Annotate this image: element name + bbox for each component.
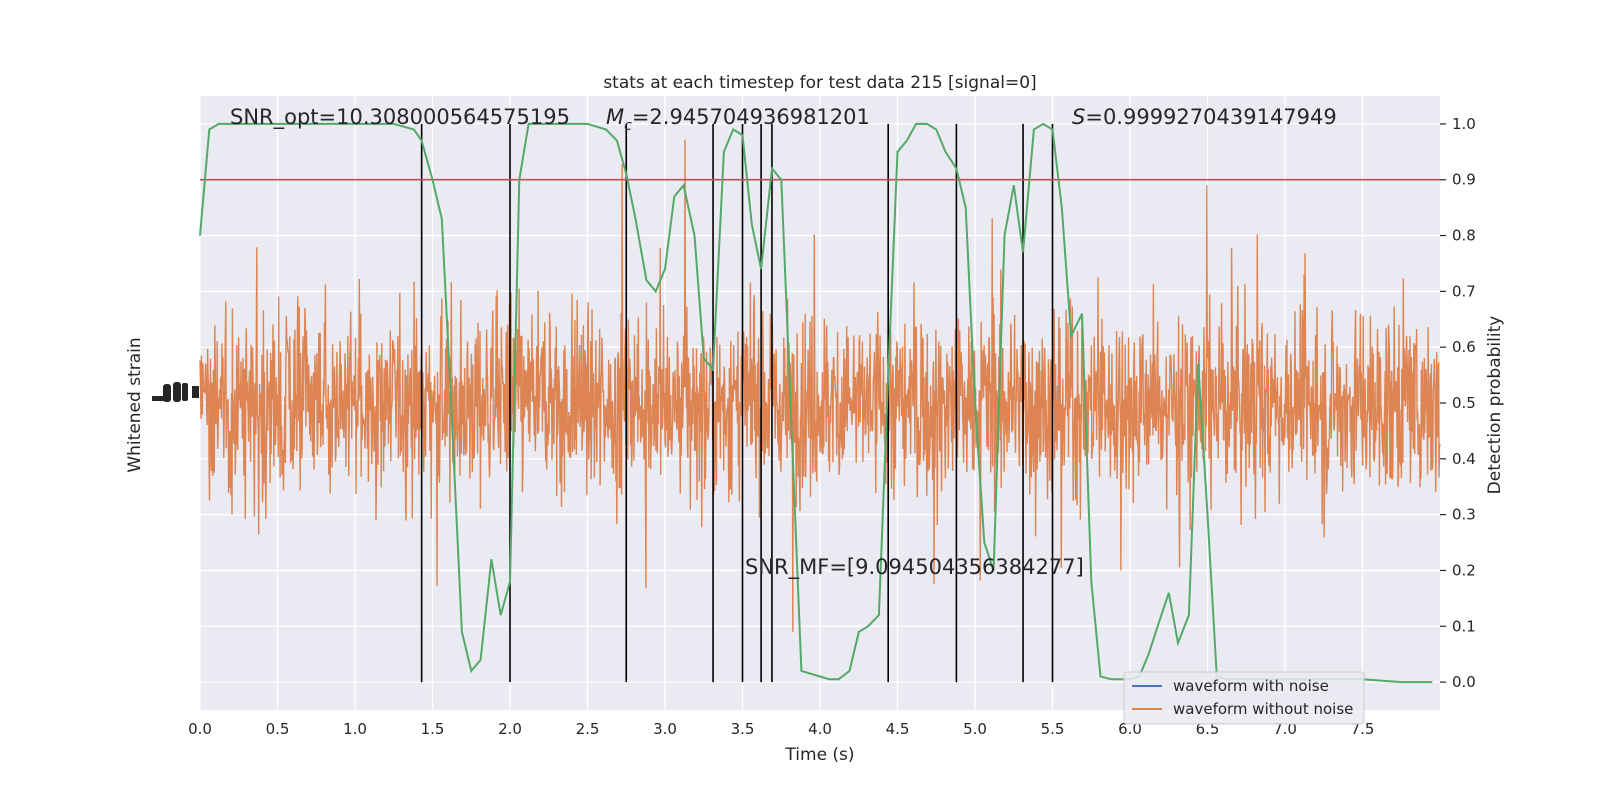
y-tick-label: 0.0 xyxy=(1452,673,1476,691)
chart-title: stats at each timestep for test data 215… xyxy=(603,73,1036,93)
x-tick-label: 0.5 xyxy=(266,720,290,738)
vertical-markers xyxy=(420,123,1054,683)
y-tick-label: 0.5 xyxy=(1452,394,1476,412)
legend-label-without-noise: waveform without noise xyxy=(1173,700,1353,718)
y-tick-label: 0.4 xyxy=(1452,450,1476,468)
x-tick-label: 2.0 xyxy=(498,720,522,738)
x-tick-label: 3.5 xyxy=(731,720,755,738)
x-tick-label: 3.0 xyxy=(653,720,677,738)
y-axis-label-right: Detection probability xyxy=(1485,316,1505,495)
x-tick-label: 4.0 xyxy=(808,720,832,738)
x-tick-label: 2.5 xyxy=(576,720,600,738)
x-tick-label: 1.5 xyxy=(421,720,445,738)
x-tick-label: 4.5 xyxy=(886,720,910,738)
y-axis-label-left: Whitened strain xyxy=(125,337,145,472)
left-axis-glyphs xyxy=(152,382,199,402)
y-tick-label: 0.8 xyxy=(1452,227,1476,245)
y-axis-ticks-right: 0.0 0.1 0.2 0.3 0.4 0.5 0.6 0.7 0.8 0.9 1.0 xyxy=(1440,115,1476,691)
y-tick-label: 1.0 xyxy=(1452,115,1476,133)
strain-trace xyxy=(199,139,1441,632)
x-tick-label: 1.0 xyxy=(343,720,367,738)
y-tick-label: 0.1 xyxy=(1452,617,1476,635)
x-tick-label: 0.0 xyxy=(188,720,212,738)
legend-box xyxy=(1123,671,1365,725)
y-tick-label: 0.6 xyxy=(1452,338,1476,356)
snr-opt-annotation: SNR_opt=10.308000564575195 xyxy=(230,105,570,130)
y-tick-label: 0.7 xyxy=(1452,282,1476,300)
x-tick-label: 5.5 xyxy=(1041,720,1065,738)
legend-label-with-noise: waveform with noise xyxy=(1173,677,1329,695)
s-annotation: S=0.9999270439147949 xyxy=(1072,105,1337,129)
legend: waveform with noise waveform without noi… xyxy=(1123,671,1365,725)
x-axis-label: Time (s) xyxy=(784,745,854,765)
chirp-mass-annotation: Mc=2.945704936981201 xyxy=(606,105,870,134)
strain-series xyxy=(199,139,1441,632)
snr-mf-annotation: SNR_MF=[9.094504356384277] xyxy=(745,555,1084,580)
y-tick-label: 0.2 xyxy=(1452,561,1476,579)
y-tick-label: 0.3 xyxy=(1452,506,1476,524)
x-tick-label: 5.0 xyxy=(963,720,987,738)
y-tick-label: 0.9 xyxy=(1452,171,1476,189)
